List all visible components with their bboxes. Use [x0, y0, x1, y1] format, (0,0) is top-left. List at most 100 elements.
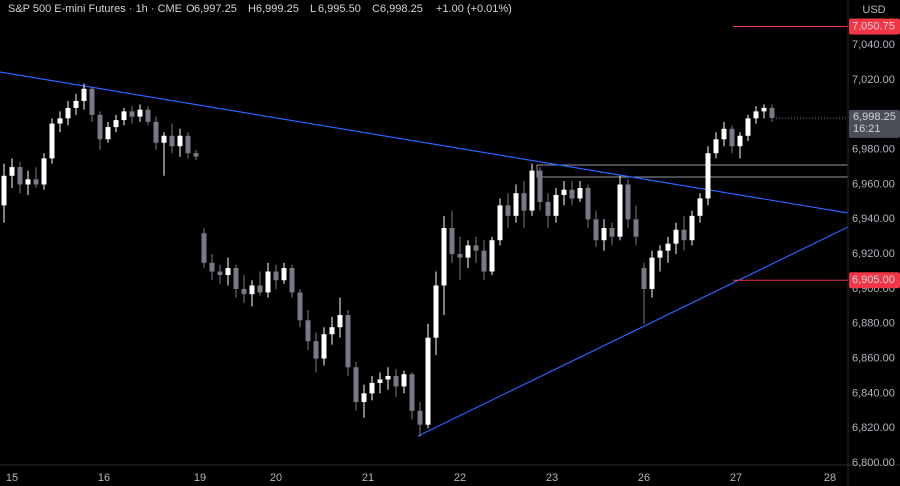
- y-tick-label: 6,980.00: [852, 144, 895, 156]
- candle-body: [57, 118, 63, 124]
- candle-body: [617, 184, 623, 237]
- y-tick-label: 6,800.00: [852, 457, 895, 469]
- candle-body: [409, 374, 415, 411]
- candle-body: [561, 189, 567, 195]
- candle-body: [729, 128, 735, 147]
- candle-body: [665, 243, 671, 251]
- candle-body: [281, 268, 287, 281]
- candle-body: [681, 229, 687, 241]
- candle-body: [633, 219, 639, 237]
- candle-body: [585, 187, 591, 220]
- candle-body: [177, 135, 183, 147]
- candle-body: [601, 228, 607, 241]
- candle-body: [401, 374, 407, 387]
- ohlc-value: 6,999.25: [256, 3, 299, 15]
- y-tick-label: 6,860.00: [852, 352, 895, 364]
- candle-body: [497, 205, 503, 241]
- ohlc-value: 6,995.50: [318, 3, 361, 15]
- candle-body: [609, 228, 615, 237]
- candle-body: [593, 219, 599, 241]
- candle-body: [313, 341, 319, 359]
- level-tag: [849, 272, 900, 289]
- y-tick-label: 7,040.00: [852, 39, 895, 51]
- candle-body: [441, 228, 447, 286]
- candle-body: [753, 111, 759, 119]
- x-tick-label: 28: [824, 472, 836, 484]
- y-tick-label: 6,820.00: [852, 422, 895, 434]
- candle-body: [265, 271, 271, 293]
- candle-body: [241, 288, 247, 295]
- y-tick-label: 6,960.00: [852, 178, 895, 190]
- candle-body: [41, 158, 47, 185]
- candle-body: [217, 271, 223, 276]
- y-tick-label: 6,880.00: [852, 318, 895, 330]
- ohlc-letter: C: [372, 3, 380, 15]
- candle-body: [689, 215, 695, 241]
- candle-body: [17, 167, 23, 185]
- ohlc-letter: H: [248, 3, 256, 15]
- candle-body: [481, 250, 487, 272]
- y-tick-label: 7,020.00: [852, 74, 895, 86]
- plot-area: [0, 26, 849, 437]
- candle-body: [361, 393, 367, 403]
- candle-body: [169, 135, 175, 147]
- candle-body: [233, 268, 239, 289]
- candle-body: [49, 123, 55, 159]
- x-tick-label: 19: [194, 472, 206, 484]
- candle-body: [417, 410, 423, 425]
- candle-body: [129, 111, 135, 117]
- candle-body: [185, 135, 191, 154]
- candle-body: [65, 107, 71, 119]
- candle-body: [33, 179, 39, 185]
- candle-body: [489, 240, 495, 272]
- candle-body: [121, 111, 127, 121]
- candle-body: [545, 201, 551, 216]
- candle-body: [385, 375, 391, 380]
- candle-body: [433, 285, 439, 338]
- y-tick-label: 6,940.00: [852, 213, 895, 225]
- candle-body: [25, 179, 31, 185]
- candle-body: [721, 128, 727, 140]
- ohlc-value: 6,998.25: [380, 3, 423, 15]
- candle-body: [193, 153, 199, 157]
- candle-body: [769, 107, 775, 118]
- change: +1.00 (+0.01%): [436, 3, 512, 15]
- candle-body: [97, 114, 103, 140]
- candle-body: [705, 153, 711, 199]
- x-tick-label: 26: [638, 472, 650, 484]
- bar-timer: 16:21: [853, 123, 881, 135]
- candle-body: [713, 139, 719, 154]
- x-tick-label: 15: [6, 472, 18, 484]
- x-tick-label: 21: [362, 472, 374, 484]
- level-label: 7,050.75: [852, 20, 895, 32]
- ohlc-letter: L: [310, 3, 316, 15]
- candle-body: [369, 382, 375, 394]
- symbol-title: S&P 500 E-mini Futures · 1h · CME: [8, 3, 182, 15]
- candle-body: [89, 88, 95, 115]
- candle-body: [649, 257, 655, 289]
- candle-body: [641, 268, 647, 289]
- last-price-label: 6,998.25: [853, 111, 896, 123]
- trend-line: [417, 226, 849, 437]
- candle-body: [473, 245, 479, 251]
- candle-body: [449, 228, 455, 255]
- ohlc-value: 6,997.25: [194, 3, 237, 15]
- candle-body: [513, 193, 519, 216]
- candle-body: [377, 379, 383, 383]
- candle-body: [345, 315, 351, 368]
- x-tick-label: 22: [454, 472, 466, 484]
- candle-body: [273, 271, 279, 281]
- y-tick-label: 6,920.00: [852, 248, 895, 260]
- candle-body: [9, 167, 15, 176]
- candle-body: [81, 88, 87, 101]
- candle-body: [657, 250, 663, 258]
- candle-body: [225, 268, 231, 276]
- candle-body: [457, 254, 463, 258]
- candle-body: [145, 109, 151, 122]
- candle-body: [553, 194, 559, 216]
- x-tick-label: 16: [98, 472, 110, 484]
- candle-body: [465, 245, 471, 258]
- last-price-tag: [849, 109, 900, 138]
